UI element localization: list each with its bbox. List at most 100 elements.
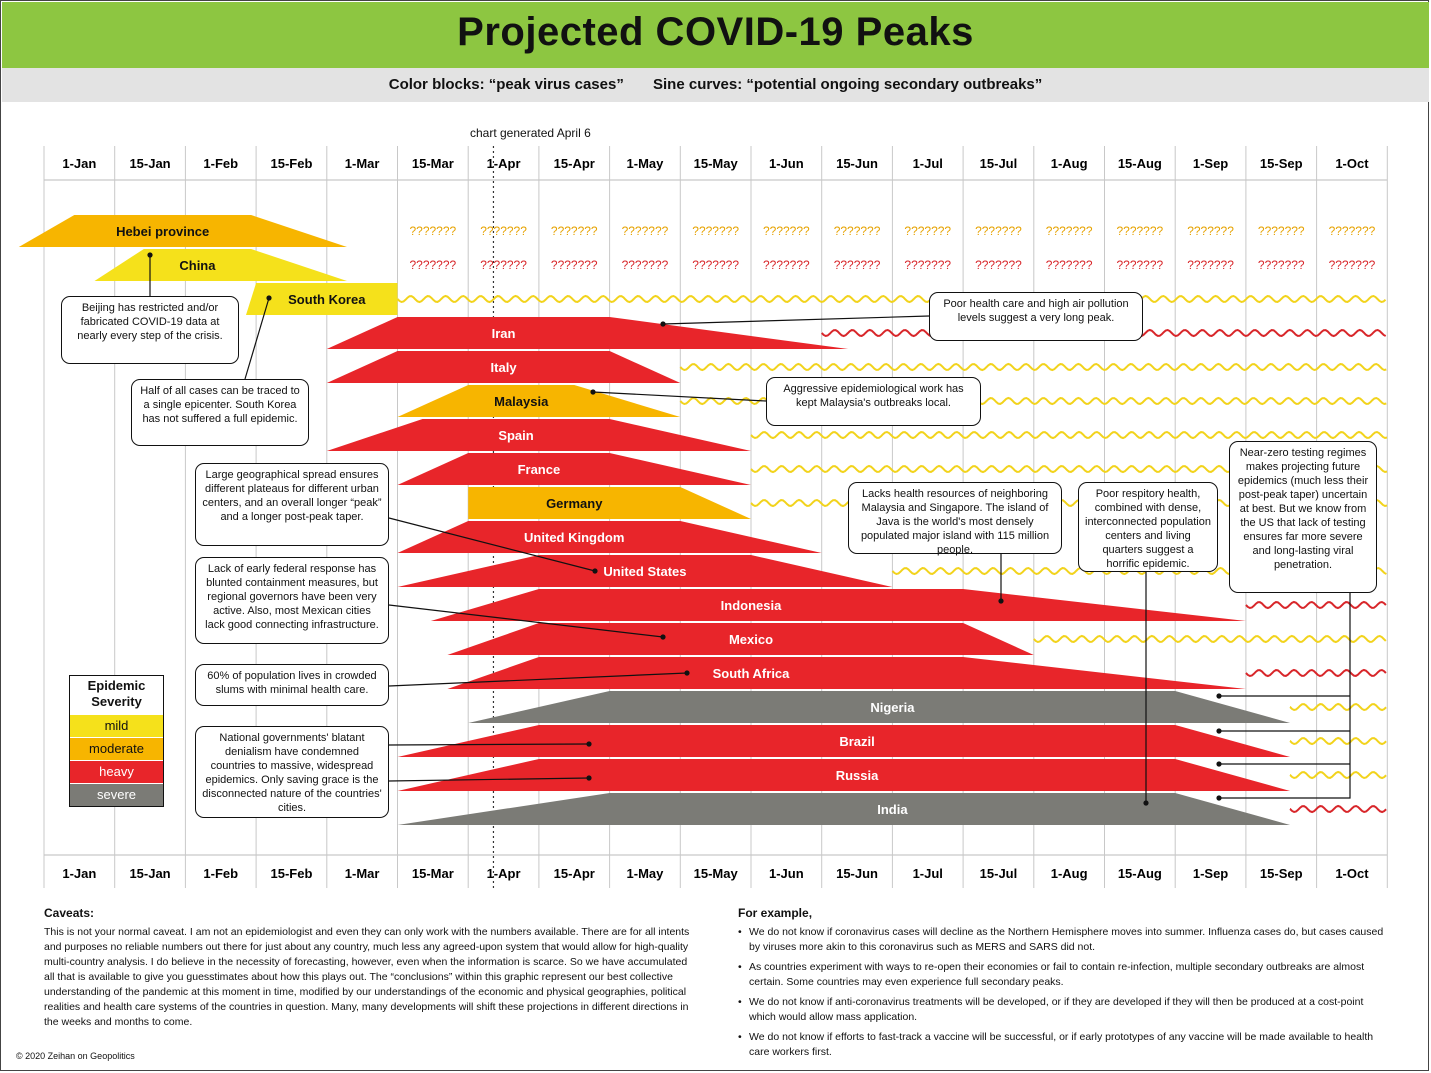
outbreak-wave-nigeria [1289,702,1387,712]
leader-dot [586,775,592,781]
x-tick-label-top: 1-Aug [1051,156,1088,171]
leader-dot [1216,693,1222,699]
example-item: We do not know if anti-coronavirus treat… [738,995,1388,1025]
legend-item-mild: mild [70,714,163,737]
row-label-south-africa: South Africa [713,666,791,681]
unknown-marker: ??????? [1187,258,1234,272]
unknown-marker: ??????? [1329,224,1376,238]
x-tick-label-top: 1-Jan [62,156,96,171]
unknown-marker: ??????? [1116,258,1163,272]
row-label-south-korea: South Korea [288,292,366,307]
outbreak-wave-indonesia [1245,600,1387,610]
unknown-marker: ??????? [975,224,1022,238]
outbreak-wave-south-africa [1245,668,1387,678]
unknown-marker: ??????? [834,258,881,272]
x-tick-label-bottom: 1-Mar [345,866,380,881]
peak-block-china [94,249,347,281]
x-tick-label-top: 1-Sep [1193,156,1228,171]
peak-block-malaysia [397,385,681,417]
x-tick-label-bottom: 1-May [627,866,665,881]
x-tick-label-top: 15-Jun [836,156,878,171]
x-tick-label-bottom: 1-Jul [913,866,943,881]
x-tick-label-top: 15-Jul [980,156,1018,171]
legend-item-heavy: heavy [70,760,163,783]
unknown-marker: ??????? [1046,224,1093,238]
outbreak-wave-italy [679,362,1387,372]
caveats-title: Caveats: [44,906,95,920]
unknown-marker: ??????? [975,258,1022,272]
row-label-france: France [518,462,561,477]
unknown-marker: ??????? [1046,258,1093,272]
row-label-nigeria: Nigeria [870,700,915,715]
x-tick-label-bottom: 15-Sep [1260,866,1303,881]
x-tick-label-bottom: 15-Jun [836,866,878,881]
callout-south-korea: Half of all cases can be traced to a sin… [131,379,309,446]
unknown-marker: ??????? [622,224,669,238]
peak-block-hebei-province [18,215,348,247]
unknown-marker: ??????? [551,224,598,238]
x-tick-label-bottom: 15-Apr [554,866,595,881]
unknown-marker: ??????? [1187,224,1234,238]
leader-dot [1216,795,1222,801]
leader-brazil [388,743,590,746]
leader-dot [684,670,690,676]
unknown-marker: ??????? [551,258,598,272]
unknown-marker: ??????? [904,224,951,238]
x-tick-label-bottom: 1-Jan [62,866,96,881]
caveats-section: Caveats: This is not your normal caveat.… [44,906,694,1030]
x-tick-label-top: 15-Apr [554,156,595,171]
x-tick-label-top: 1-Jul [913,156,943,171]
leader-dot [592,568,598,574]
chart-title: Projected COVID-19 Peaks [457,10,974,54]
unknown-marker: ??????? [409,224,456,238]
peak-block-russia [397,759,1291,791]
unknown-marker: ??????? [904,258,951,272]
row-label-hebei-province: Hebei province [116,224,209,239]
example-item: As countries experiment with ways to re-… [738,960,1388,990]
peak-block-south-africa [447,657,1246,689]
unknown-marker: ??????? [692,224,739,238]
leader-africa-india [1219,593,1351,799]
unknown-marker: ??????? [622,258,669,272]
outbreak-wave-russia [1289,770,1387,780]
row-label-italy: Italy [491,360,518,375]
leader-dot [586,741,592,747]
x-tick-label-top: 15-May [694,156,739,171]
examples-title: For example, [738,906,813,920]
x-tick-label-top: 1-Feb [203,156,238,171]
row-label-malaysia: Malaysia [494,394,549,409]
x-tick-label-bottom: 1-Jun [769,866,804,881]
x-tick-label-top: 1-Oct [1335,156,1369,171]
callout-china: Beijing has restricted and/or fabricated… [61,296,239,364]
leader-iran [662,315,930,325]
x-tick-label-bottom: 1-Apr [487,866,521,881]
x-tick-label-bottom: 15-Aug [1118,866,1162,881]
x-tick-label-top: 15-Mar [412,156,454,171]
leader-dot [1143,800,1149,806]
callout-brazil-russia: National governments' blatant denialism … [195,726,389,818]
leader-dot [1216,761,1222,767]
unknown-marker: ??????? [480,258,527,272]
leader-united-states [388,517,596,572]
peak-block-united-kingdom [397,521,822,553]
callout-india: Poor respitory health, combined with den… [1078,482,1218,572]
leader-dot [1216,728,1222,734]
title-bar: Projected COVID-19 Peaks [2,2,1429,68]
peak-block-south-korea [246,283,398,315]
subtitle-bar: Color blocks: “peak virus cases” Sine cu… [2,68,1429,102]
unknown-marker: ??????? [834,224,881,238]
callout-iran: Poor health care and high air pollution … [929,292,1143,341]
leader-dot [147,252,153,258]
x-tick-label-top: 1-Jun [769,156,804,171]
row-label-germany: Germany [546,496,603,511]
peak-block-indonesia [430,589,1246,621]
leader-malaysia [592,391,767,402]
callout-united-states: Large geographical spread ensures differ… [195,463,389,546]
x-tick-label-bottom: 15-May [694,866,739,881]
leader-dot [998,598,1004,604]
peak-block-france [397,453,751,485]
outbreak-wave-india [1289,804,1387,814]
unknown-marker: ??????? [1116,224,1163,238]
outbreak-wave-south-korea [396,294,1387,304]
